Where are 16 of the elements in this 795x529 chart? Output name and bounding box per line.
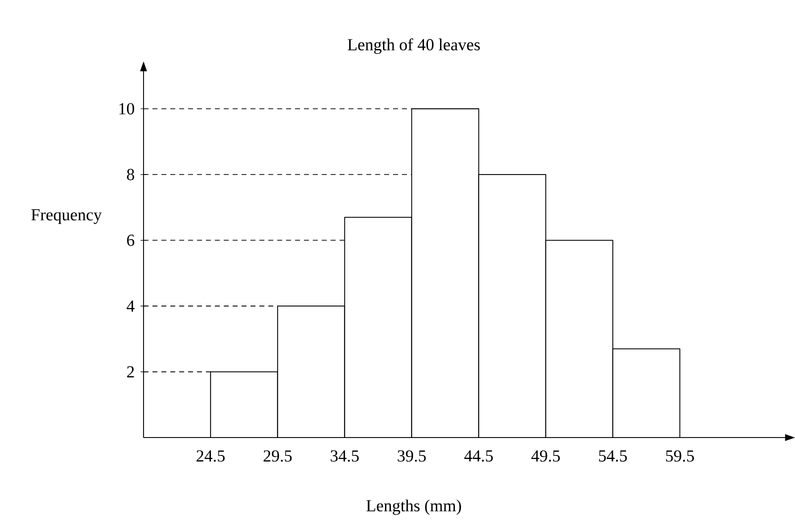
y-tick-label: 2 [127,366,134,378]
y-axis-title: Frequency [31,209,102,224]
y-tick-label: 8 [127,168,134,180]
y-tick-label: 10 [119,103,134,115]
x-tick-label: 24.5 [196,450,225,462]
y-tick-label: 6 [127,234,134,246]
x-tick-label: 44.5 [464,450,493,462]
x-tick-label: 39.5 [398,450,426,462]
x-tick-label: 34.5 [330,450,359,462]
x-tick-label: 54.5 [599,450,627,462]
x-tick-label: 49.5 [531,450,560,462]
chart-title: Length of 40 leaves [348,38,480,54]
x-tick-label: 29.5 [264,450,292,462]
y-tick-label: 4 [126,300,135,312]
x-tick-label: 59.5 [666,450,694,462]
x-axis-title: Lengths (mm) [366,500,461,516]
